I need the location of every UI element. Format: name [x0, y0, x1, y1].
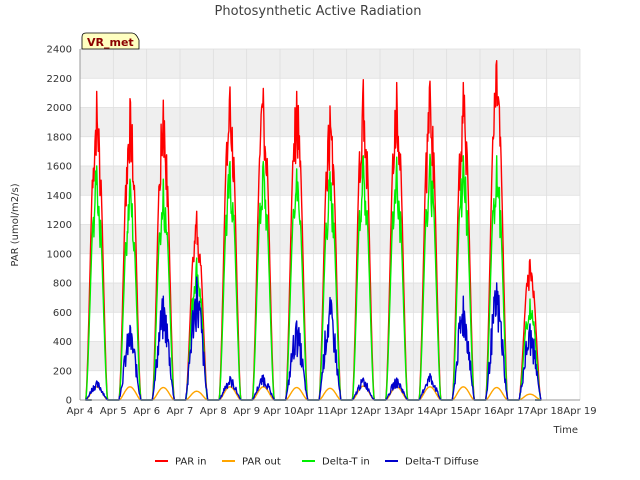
plot-band	[80, 341, 580, 371]
x-tick-label: Apr 4	[67, 406, 94, 417]
y-tick-label: 600	[53, 308, 72, 319]
x-tick-label: Apr 8	[200, 406, 227, 417]
y-tick-label: 1000	[47, 249, 72, 260]
plot-band	[80, 253, 580, 283]
x-tick-label: Apr 15	[430, 406, 463, 417]
y-tick-label: 800	[53, 279, 72, 290]
x-tick-label: Apr 11	[297, 406, 330, 417]
legend-label: Delta-T Diffuse	[405, 457, 479, 468]
y-tick-label: 0	[66, 396, 72, 407]
x-tick-label: Apr 16	[463, 406, 496, 417]
y-tick-label: 400	[53, 337, 72, 348]
station-label: VR_met	[87, 36, 134, 49]
x-tick-label: Apr 18	[530, 406, 563, 417]
x-tick-label: Apr 13	[363, 406, 396, 417]
plot-band	[80, 370, 580, 400]
station-badge: VR_met	[81, 32, 140, 50]
legend-label: PAR out	[242, 457, 281, 468]
x-tick-labels: Apr 4 Apr 5 Apr 6 Apr 7 Apr 8 Apr 9 Apr 10 Apr …	[67, 406, 597, 417]
x-tick-label: Apr 19	[563, 406, 596, 417]
legend-label: PAR in	[175, 457, 206, 468]
axes	[79, 49, 580, 401]
chart-title: Photosynthetic Active Radiation	[215, 4, 422, 19]
plot-band	[80, 224, 580, 254]
y-tick-label: 2200	[47, 74, 72, 85]
x-axis-label: Time	[553, 425, 578, 436]
x-tick-label: Apr 9	[233, 406, 260, 417]
y-tick-label: 1200	[47, 220, 72, 231]
y-tick-label: 1600	[47, 162, 72, 173]
x-tick-label: Apr 10	[263, 406, 296, 417]
y-tick-label: 2400	[47, 45, 72, 56]
legend: PAR in PAR out Delta-T in Delta-T Diffuse	[155, 457, 479, 468]
x-tick-label: Apr 17	[497, 406, 530, 417]
x-tick-label: Apr 14	[397, 406, 430, 417]
y-tick-labels: 0 200 400 600 800 1000 1200 1400 1600 1800 2000 220…	[47, 45, 72, 407]
x-tick-label: Apr 7	[167, 406, 194, 417]
x-tick-label: Apr 12	[330, 406, 363, 417]
x-tick-label: Apr 6	[133, 406, 160, 417]
y-tick-label: 1400	[47, 191, 72, 202]
y-tick-label: 2000	[47, 103, 72, 114]
y-axis-label: PAR (umol/m2/s)	[10, 183, 21, 266]
y-tick-label: 200	[53, 366, 72, 377]
plot-band	[80, 78, 580, 108]
legend-label: Delta-T in	[322, 457, 370, 468]
y-tick-label: 1800	[47, 132, 72, 143]
x-tick-label: Apr 5	[100, 406, 127, 417]
plot-band	[80, 49, 580, 79]
